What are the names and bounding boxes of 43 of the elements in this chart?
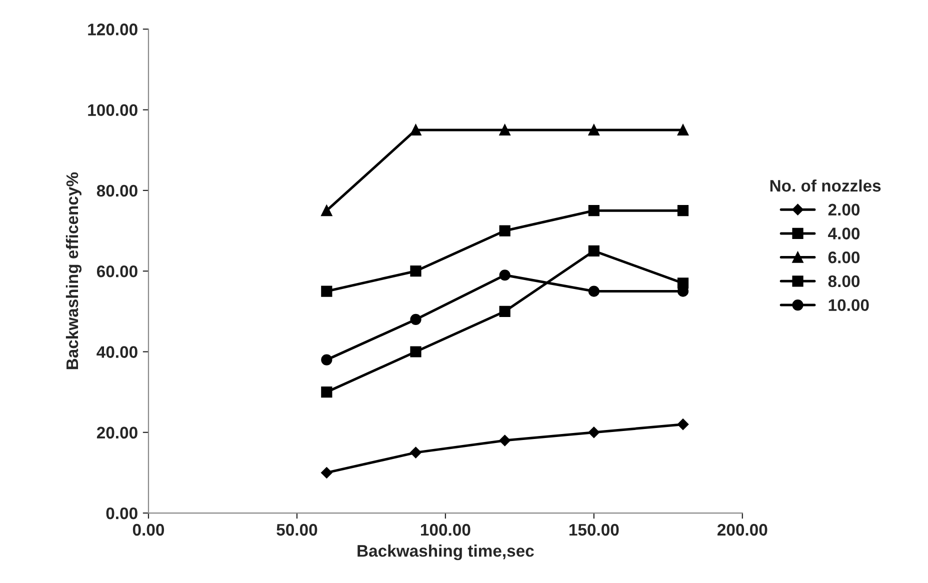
- legend-title: No. of nozzles: [770, 179, 881, 192]
- point: [410, 346, 422, 358]
- point: [499, 434, 510, 446]
- point: [588, 426, 600, 438]
- legend-label: 4.00: [828, 228, 860, 240]
- y-tick-label: 0.00: [106, 507, 138, 520]
- point: [677, 418, 689, 430]
- x-tick-label: 200.00: [717, 524, 768, 536]
- point: [677, 205, 689, 216]
- point: [588, 205, 600, 216]
- legend-label: 2.00: [828, 204, 860, 216]
- point: [410, 314, 422, 326]
- point: [677, 124, 689, 136]
- x-tick-label: 0.00: [132, 524, 164, 536]
- legend-label: 10.00: [828, 299, 869, 312]
- point: [499, 225, 510, 236]
- point: [321, 354, 332, 366]
- point: [588, 286, 600, 297]
- point: [410, 266, 422, 277]
- y-tick-label: 60.00: [96, 265, 138, 278]
- y-tick-label: 20.00: [96, 426, 138, 439]
- y-tick-label: 120.00: [88, 24, 138, 36]
- point: [588, 245, 600, 256]
- y-axis-title: Backwashing efficency%: [66, 172, 82, 370]
- point: [321, 386, 332, 398]
- y-tick-label: 100.00: [88, 104, 138, 116]
- point: [410, 446, 422, 458]
- x-axis-title: Backwashing time,sec: [358, 544, 534, 560]
- x-tick-label: 50.00: [276, 524, 318, 536]
- x-tick-label: 150.00: [569, 524, 619, 536]
- point: [321, 286, 332, 297]
- point: [588, 124, 600, 136]
- point: [499, 124, 510, 136]
- point: [410, 124, 422, 136]
- legend-label: 8.00: [828, 275, 860, 288]
- point: [499, 306, 510, 317]
- point: [499, 270, 510, 281]
- point: [321, 205, 332, 216]
- legend-label: 6.00: [828, 252, 860, 264]
- y-tick-label: 40.00: [96, 346, 138, 358]
- x-tick-label: 100.00: [421, 524, 470, 536]
- y-tick-label: 80.00: [96, 184, 138, 197]
- point: [321, 467, 332, 478]
